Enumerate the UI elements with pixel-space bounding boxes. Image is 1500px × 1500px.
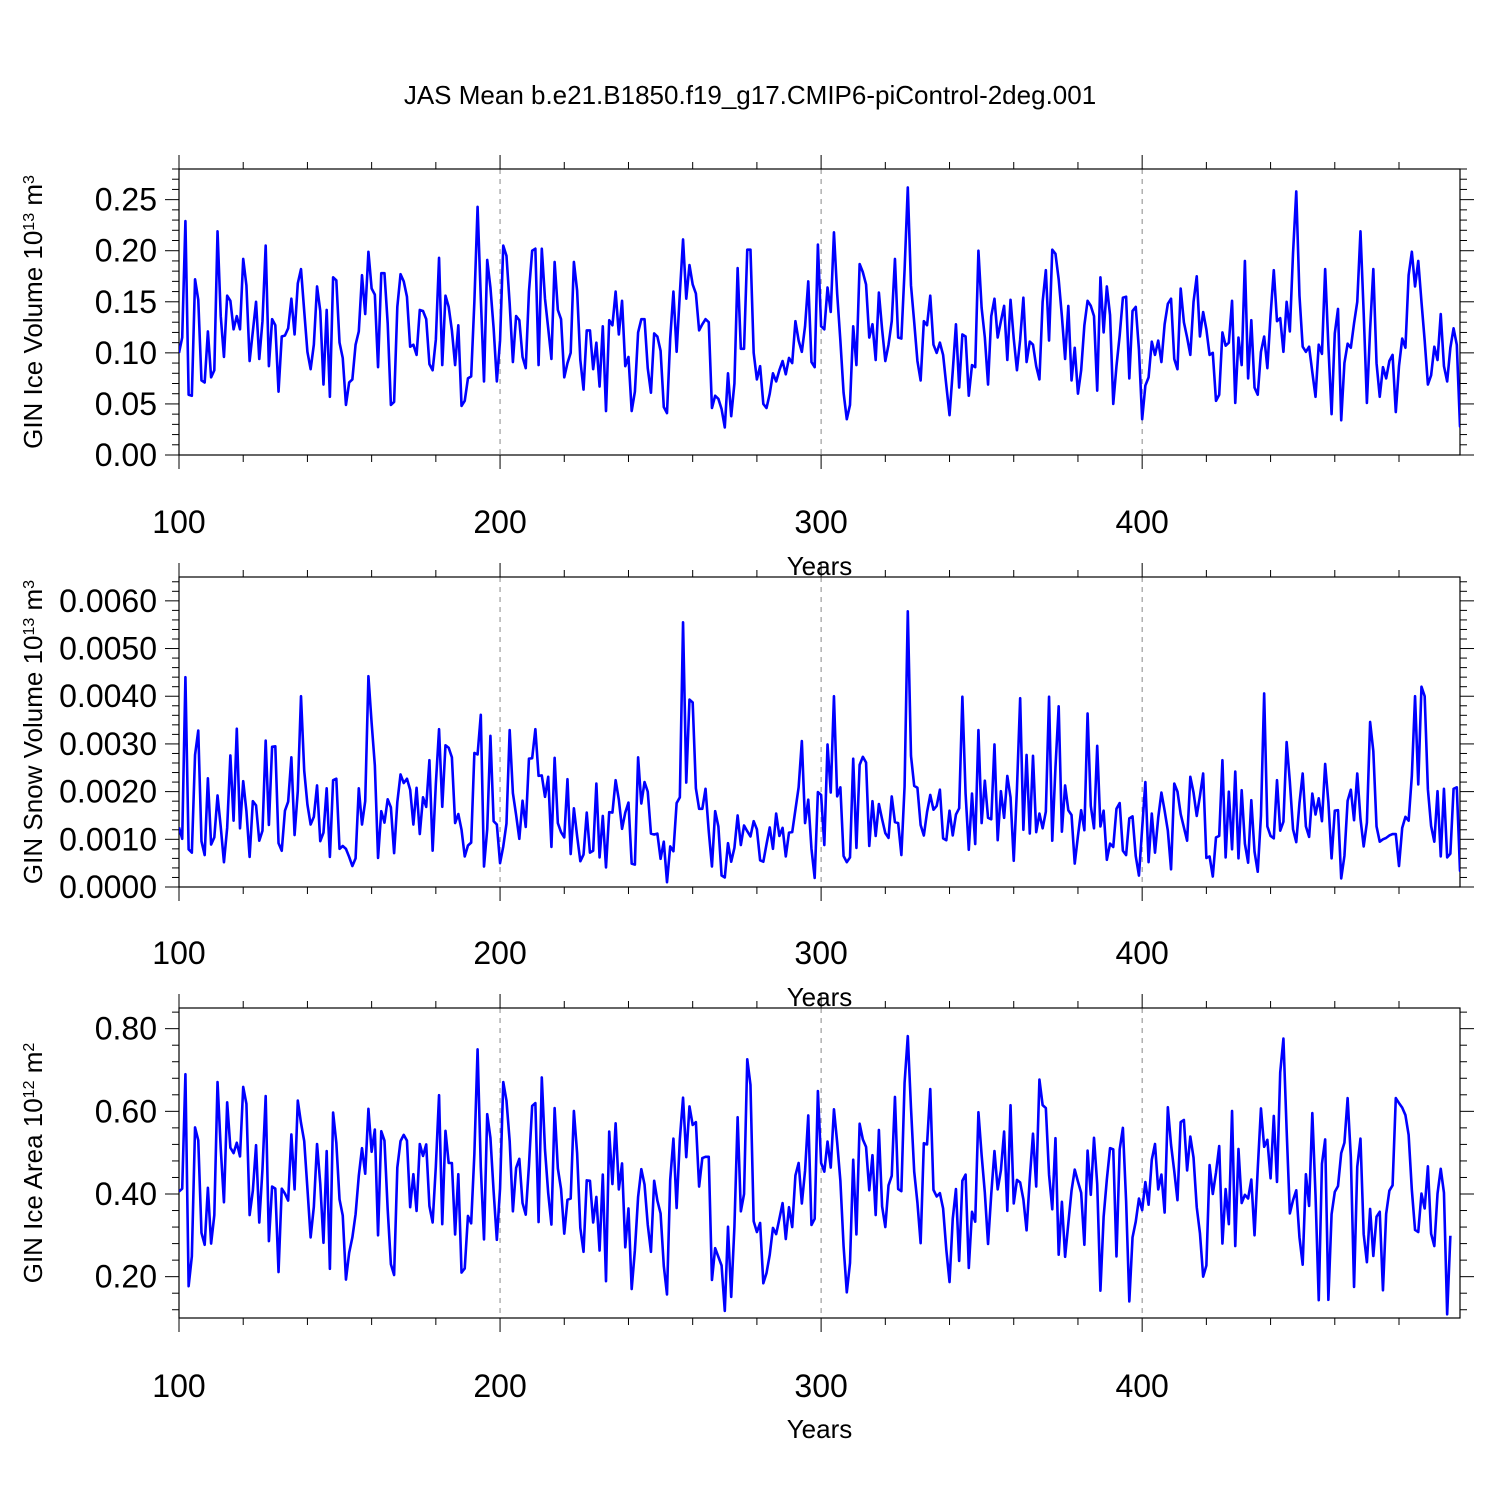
plot-frame	[178, 1007, 1461, 1319]
y-tick-label: 0.25	[95, 182, 157, 218]
x-tick-label: 400	[1115, 504, 1168, 540]
panel-ice-area: 100 200 300 400 0.20 0.40 0.60 0.80 Years GIN Ice…	[18, 994, 1474, 1444]
y-axis-label: GIN Snow Volume 1013 m3	[18, 580, 48, 884]
x-tick-label: 200	[473, 504, 526, 540]
x-tick-label: 100	[152, 1368, 205, 1404]
y-tick-label: 0.0010	[59, 821, 157, 857]
y-tick-label: 0.60	[95, 1093, 157, 1129]
x-axis-label: Years	[787, 1414, 853, 1444]
y-axis-label-superscript: 13	[21, 618, 38, 636]
y-axis-label-superscript: 3	[21, 580, 38, 589]
y-axis-label-superscript: 13	[21, 213, 38, 231]
y-axis-label-part: GIN Ice Area 10	[18, 1098, 48, 1283]
x-tick-label: 200	[473, 1368, 526, 1404]
y-tick-label: 0.40	[95, 1176, 157, 1212]
y-axis-label-superscript: 3	[21, 175, 38, 184]
y-tick-label: 0.0000	[59, 869, 157, 905]
x-tick-label: 400	[1115, 1368, 1168, 1404]
y-axis-label-superscript: 2	[21, 1043, 38, 1052]
y-axis-label-part: m	[18, 589, 48, 618]
panel-snow-volume: 100 200 300 400 0.0000 0.0010 0.0020 0.0030 0.00…	[18, 563, 1474, 1012]
y-axis-label-part: GIN Snow Volume 10	[18, 636, 48, 885]
y-axis-label: GIN Ice Area 1012 m2	[18, 1043, 48, 1284]
x-axis-label: Years	[787, 551, 853, 581]
x-tick-label: 100	[152, 935, 205, 971]
y-tick-label: 0.0050	[59, 631, 157, 667]
x-tick-label: 200	[473, 935, 526, 971]
x-tick-label: 400	[1115, 935, 1168, 971]
plot-frame	[178, 576, 1461, 888]
y-tick-label: 0.20	[95, 1259, 157, 1295]
x-tick-label: 300	[794, 935, 847, 971]
y-tick-label: 0.05	[95, 386, 157, 422]
y-tick-label: 0.20	[95, 233, 157, 269]
y-axis-label-part: m	[18, 184, 48, 213]
y-axis-label-part: GIN Ice Volume 10	[18, 231, 48, 449]
series-line	[179, 1034, 1452, 1316]
x-axis-label: Years	[787, 982, 853, 1012]
y-tick-label: 0.10	[95, 335, 157, 371]
series-line	[179, 186, 1460, 429]
y-tick-label: 0.15	[95, 284, 157, 320]
y-tick-label: 0.0060	[59, 583, 157, 619]
series-line	[179, 610, 1460, 884]
x-tick-label: 300	[794, 504, 847, 540]
panel-ice-volume: 100 200 300 400 0.00 0.05 0.10 0.15 0.20 0.25 Year…	[18, 155, 1474, 581]
page-title: JAS Mean b.e21.B1850.f19_g17.CMIP6-piCon…	[403, 80, 1097, 110]
y-tick-label: 0.0030	[59, 726, 157, 762]
y-tick-label: 0.00	[95, 437, 157, 473]
y-tick-label: 0.80	[95, 1011, 157, 1047]
y-tick-label: 0.0040	[59, 678, 157, 714]
y-axis-label: GIN Ice Volume 1013 m3	[18, 175, 48, 449]
y-tick-label: 0.0020	[59, 774, 157, 810]
x-tick-label: 100	[152, 504, 205, 540]
y-axis-label-part: m	[18, 1052, 48, 1081]
x-tick-label: 300	[794, 1368, 847, 1404]
y-axis-label-superscript: 12	[21, 1080, 38, 1098]
